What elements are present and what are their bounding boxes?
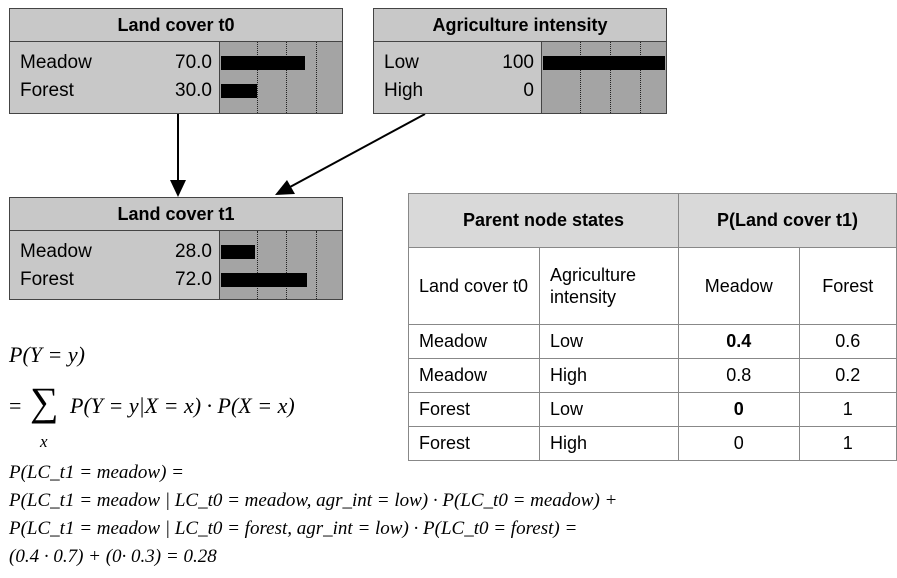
calculation-line: (0.4 · 0.7) + (0· 0.3) = 0.28 xyxy=(9,546,217,567)
state-value: 72.0 xyxy=(175,269,212,290)
bar-tick xyxy=(286,231,288,299)
table-cell: 0.4 xyxy=(678,324,800,359)
table-row: Forest High 0 1 xyxy=(408,426,897,461)
table-cell: 1 xyxy=(798,392,897,427)
table-cell: Forest xyxy=(408,426,540,461)
table-cell: Meadow xyxy=(408,324,540,359)
state-label: Meadow xyxy=(20,52,92,73)
table-cell: Meadow xyxy=(408,358,540,393)
header-cell: P(Land cover t1) xyxy=(678,193,897,248)
node-title: Land cover t1 xyxy=(10,198,342,231)
table-cell: Low xyxy=(539,324,679,359)
state-bar xyxy=(221,273,308,287)
bar-tick xyxy=(256,231,258,299)
subheader-cell: Meadow xyxy=(678,247,800,325)
state-bar xyxy=(221,56,305,70)
bar-tick xyxy=(609,42,611,113)
node: Agriculture intensity Low 100 High 0 xyxy=(373,8,667,114)
table-cell: 1 xyxy=(798,426,897,461)
formula-sum: ∑ xyxy=(30,379,59,424)
node-title: Land cover t0 xyxy=(10,9,342,42)
arrow-head xyxy=(170,180,186,197)
subheader-cell: Agriculture intensity xyxy=(539,247,679,325)
table-row: Meadow Low 0.4 0.6 xyxy=(408,324,897,359)
state-bar xyxy=(221,245,255,259)
formula-rhs: P(Y = y|X = x) · P(X = x) xyxy=(70,393,295,418)
subheader-cell: Land cover t0 xyxy=(408,247,540,325)
formula-eq: = xyxy=(9,393,22,418)
node-title: Agriculture intensity xyxy=(374,9,666,42)
state-value: 28.0 xyxy=(175,241,212,262)
bar-area xyxy=(219,231,342,299)
state-label: Forest xyxy=(20,80,74,101)
formula-index: x xyxy=(40,432,48,451)
bar-area xyxy=(541,42,666,113)
state-label: Meadow xyxy=(20,241,92,262)
table-cell: Forest xyxy=(408,392,540,427)
formula-text: P(Y = y) xyxy=(9,342,85,367)
table-row: Meadow High 0.8 0.2 xyxy=(408,358,897,393)
bar-tick xyxy=(639,42,641,113)
state-value: 30.0 xyxy=(175,80,212,101)
state-label: Low xyxy=(384,52,419,73)
state-label: Forest xyxy=(20,269,74,290)
formula-lhs: P(Y = y) xyxy=(9,342,85,368)
bar-tick xyxy=(286,42,288,113)
state-value: 70.0 xyxy=(175,52,212,73)
table-cell: 0 xyxy=(678,426,800,461)
calculation-line: P(LC_t1 = meadow | LC_t0 = forest, agr_i… xyxy=(9,518,578,539)
state-bar xyxy=(543,56,665,70)
calculation-line: P(LC_t1 = meadow) = xyxy=(9,462,184,483)
table-row: Forest Low 0 1 xyxy=(408,392,897,427)
bar-tick xyxy=(315,42,317,113)
state-value: 0 xyxy=(523,80,534,101)
header-cell: Parent node states xyxy=(408,193,679,248)
table-cell: 0.8 xyxy=(678,358,800,393)
subheader-cell: Forest xyxy=(798,247,897,325)
bar-tick xyxy=(579,42,581,113)
table-cell: High xyxy=(539,358,679,393)
subheader-row: Land cover t0 Agriculture intensity Mead… xyxy=(408,247,897,325)
state-bar xyxy=(221,84,257,98)
bar-tick xyxy=(256,42,258,113)
node: Land cover t1 Meadow 28.0 Forest 72.0 xyxy=(9,197,343,300)
state-label: High xyxy=(384,80,424,101)
node: Land cover t0 Meadow 70.0 Forest 30.0 xyxy=(9,8,343,114)
calculation-line: P(LC_t1 = meadow | LC_t0 = meadow, agr_i… xyxy=(9,490,618,511)
table-cell: Low xyxy=(539,392,679,427)
bar-area xyxy=(219,42,342,113)
table-cell: High xyxy=(539,426,679,461)
arrow xyxy=(289,113,426,188)
table-cell: 0.6 xyxy=(798,324,897,359)
cpt-table: Parent node states P(Land cover t1) Land… xyxy=(408,193,897,461)
header-row: Parent node states P(Land cover t1) xyxy=(408,193,897,248)
table-cell: 0.2 xyxy=(798,358,897,393)
table-cell: 0 xyxy=(678,392,800,427)
bar-tick xyxy=(315,231,317,299)
arrow-head xyxy=(275,180,295,195)
state-value: 100 xyxy=(502,52,534,73)
